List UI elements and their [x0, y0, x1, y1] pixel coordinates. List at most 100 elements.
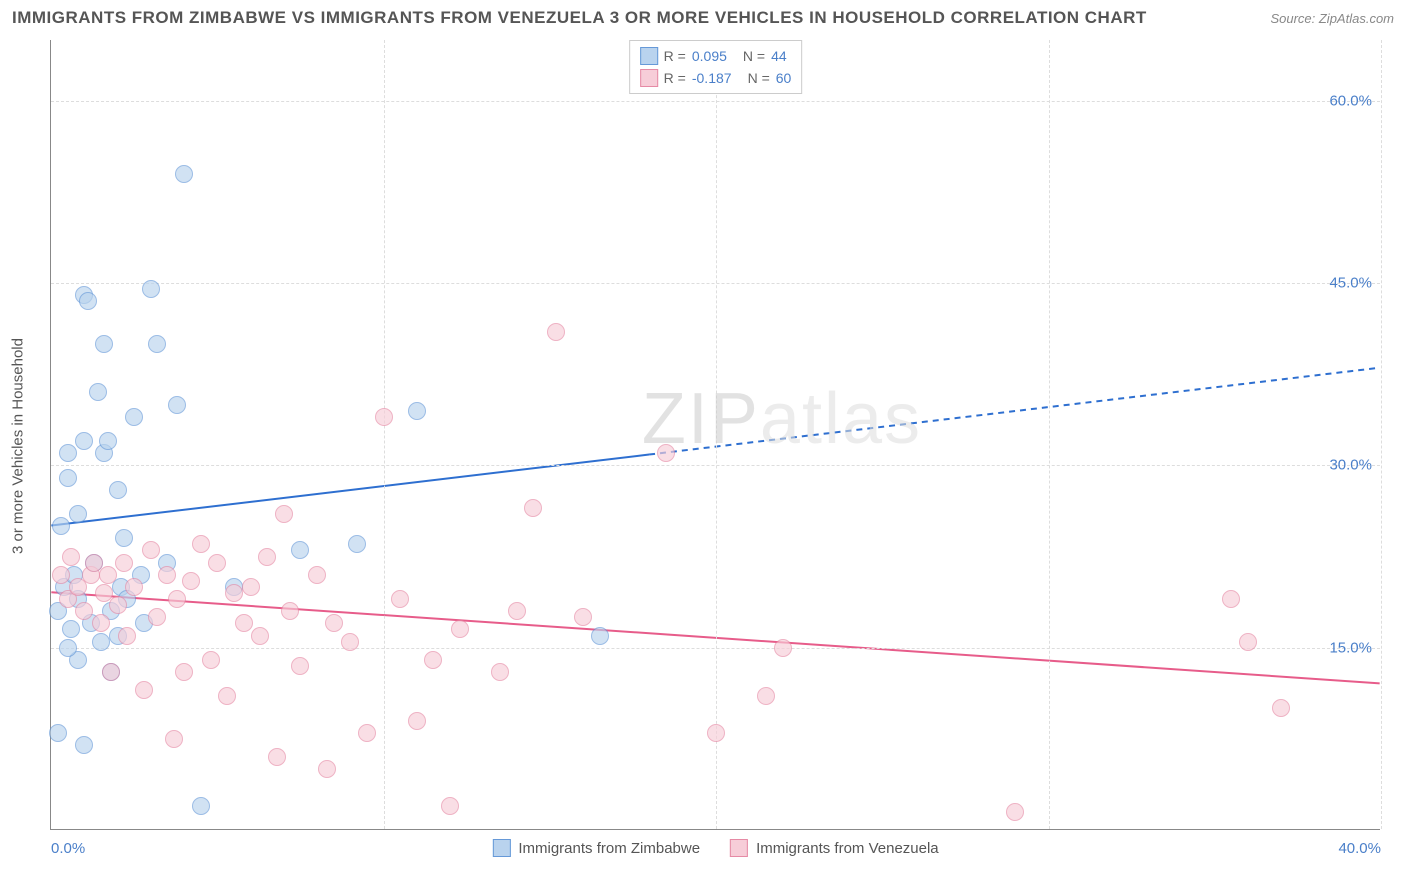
data-point	[318, 760, 336, 778]
data-point	[125, 408, 143, 426]
y-tick-label: 30.0%	[1329, 457, 1372, 474]
data-point	[391, 590, 409, 608]
data-point	[757, 687, 775, 705]
legend-label-venezuela: Immigrants from Venezuela	[756, 840, 939, 857]
legend-label-zimbabwe: Immigrants from Zimbabwe	[518, 840, 700, 857]
data-point	[135, 681, 153, 699]
data-point	[281, 602, 299, 620]
y-tick-label: 60.0%	[1329, 92, 1372, 109]
data-point	[168, 590, 186, 608]
data-point	[79, 292, 97, 310]
data-point	[118, 627, 136, 645]
plot-area: ZIPatlas R = 0.095 N = 44 R = -0.187 N =…	[50, 40, 1380, 830]
watermark: ZIPatlas	[642, 378, 922, 460]
data-point	[52, 517, 70, 535]
data-point	[142, 541, 160, 559]
y-axis-label: 3 or more Vehicles in Household	[10, 338, 27, 554]
data-point	[235, 614, 253, 632]
r-value-zimbabwe: 0.095	[692, 45, 727, 67]
data-point	[524, 499, 542, 517]
data-point	[325, 614, 343, 632]
legend-swatch-venezuela	[640, 69, 658, 87]
data-point	[59, 444, 77, 462]
legend-swatch-zimbabwe	[492, 839, 510, 857]
data-point	[92, 633, 110, 651]
data-point	[59, 469, 77, 487]
data-point	[358, 724, 376, 742]
data-point	[52, 566, 70, 584]
x-tick-label: 0.0%	[51, 840, 85, 857]
data-point	[148, 608, 166, 626]
chart-container: IMMIGRANTS FROM ZIMBABWE VS IMMIGRANTS F…	[0, 0, 1406, 892]
data-point	[142, 280, 160, 298]
gridline-v	[384, 40, 385, 829]
title-bar: IMMIGRANTS FROM ZIMBABWE VS IMMIGRANTS F…	[12, 8, 1394, 28]
data-point	[441, 797, 459, 815]
data-point	[109, 596, 127, 614]
data-point	[165, 730, 183, 748]
n-value-zimbabwe: 44	[771, 45, 787, 67]
data-point	[251, 627, 269, 645]
legend-stats-row-2: R = -0.187 N = 60	[640, 67, 792, 89]
data-point	[115, 529, 133, 547]
data-point	[92, 614, 110, 632]
data-point	[62, 548, 80, 566]
legend-series: Immigrants from Zimbabwe Immigrants from…	[492, 839, 938, 857]
data-point	[591, 627, 609, 645]
data-point	[175, 663, 193, 681]
r-label: R =	[664, 67, 686, 89]
legend-swatch-zimbabwe	[640, 47, 658, 65]
data-point	[75, 602, 93, 620]
legend-stats-row-1: R = 0.095 N = 44	[640, 45, 792, 67]
y-tick-label: 15.0%	[1329, 639, 1372, 656]
legend-stats: R = 0.095 N = 44 R = -0.187 N = 60	[629, 40, 803, 94]
data-point	[192, 797, 210, 815]
data-point	[242, 578, 260, 596]
data-point	[102, 663, 120, 681]
data-point	[99, 432, 117, 450]
n-label: N =	[748, 67, 770, 89]
n-value-venezuela: 60	[776, 67, 792, 89]
data-point	[491, 663, 509, 681]
data-point	[115, 554, 133, 572]
data-point	[451, 620, 469, 638]
data-point	[75, 432, 93, 450]
data-point	[707, 724, 725, 742]
data-point	[125, 578, 143, 596]
data-point	[341, 633, 359, 651]
r-value-venezuela: -0.187	[692, 67, 732, 89]
data-point	[75, 736, 93, 754]
source-label: Source: ZipAtlas.com	[1270, 11, 1394, 26]
data-point	[291, 657, 309, 675]
data-point	[408, 712, 426, 730]
data-point	[182, 572, 200, 590]
data-point	[202, 651, 220, 669]
r-label: R =	[664, 45, 686, 67]
data-point	[1006, 803, 1024, 821]
data-point	[49, 724, 67, 742]
data-point	[158, 566, 176, 584]
n-label: N =	[743, 45, 765, 67]
data-point	[774, 639, 792, 657]
data-point	[175, 165, 193, 183]
gridline-v	[716, 40, 717, 829]
data-point	[95, 335, 113, 353]
data-point	[508, 602, 526, 620]
data-point	[291, 541, 309, 559]
data-point	[424, 651, 442, 669]
legend-item-zimbabwe: Immigrants from Zimbabwe	[492, 839, 700, 857]
y-tick-label: 45.0%	[1329, 275, 1372, 292]
data-point	[268, 748, 286, 766]
data-point	[258, 548, 276, 566]
gridline-v	[1049, 40, 1050, 829]
data-point	[168, 396, 186, 414]
data-point	[348, 535, 366, 553]
data-point	[657, 444, 675, 462]
data-point	[89, 383, 107, 401]
data-point	[109, 481, 127, 499]
data-point	[1222, 590, 1240, 608]
data-point	[308, 566, 326, 584]
data-point	[547, 323, 565, 341]
gridline-v	[1381, 40, 1382, 829]
data-point	[59, 639, 77, 657]
